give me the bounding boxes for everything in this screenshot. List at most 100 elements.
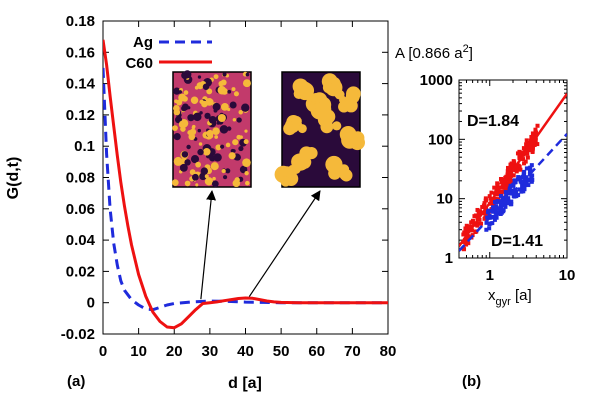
title-b: A [0.866 a2]: [395, 43, 473, 62]
scatter-point-ag: [529, 178, 534, 183]
annotation-d184: D=1.84: [467, 113, 519, 130]
scatter-point-c60: [495, 181, 500, 186]
inset-ag-grain: [215, 144, 222, 151]
inset-ag-grain: [234, 177, 240, 183]
y-tick-label-a: 0.12: [66, 107, 95, 124]
scatter-point-ag: [526, 177, 531, 182]
scatter-point-c60: [462, 239, 467, 244]
x-tick-label-a: 50: [273, 343, 290, 360]
inset-ag-grain: [245, 72, 250, 77]
scatter-point-c60: [493, 196, 498, 201]
inset-c60-island: [299, 146, 314, 161]
x-tick-label-a: 40: [237, 343, 254, 360]
x-tick-label-a: 0: [99, 343, 107, 360]
inset-ag-grain: [219, 125, 229, 134]
scatter-point-c60: [528, 147, 533, 152]
scatter-point-c60: [475, 223, 480, 228]
scatter-point-ag: [512, 178, 517, 183]
y-tick-label-a: 0.14: [66, 76, 96, 93]
inset-ag-grain: [219, 83, 223, 87]
x-tick-label-b: 1: [486, 267, 494, 284]
scatter-point-c60: [462, 230, 467, 235]
inset-c60-island: [332, 121, 342, 131]
inset-ag-grain: [208, 116, 217, 124]
inset-ag-grain: [221, 168, 226, 174]
scatter-point-c60: [462, 247, 467, 252]
inset-ag-grain: [213, 153, 222, 162]
inset-ag-grain: [191, 173, 199, 181]
scatter-point-c60: [517, 149, 522, 154]
inset-ag-grain: [200, 167, 209, 175]
inset-ag-grain: [245, 180, 250, 186]
scatter-point-c60: [535, 123, 540, 128]
inset-ag-grain: [201, 100, 208, 108]
y-tick-label-b: 100: [428, 131, 453, 148]
inset-ag-grain: [195, 161, 201, 168]
inset-ag-grain: [186, 144, 191, 150]
scatter-point-ag: [521, 171, 526, 176]
inset-ag-grain: [181, 71, 189, 80]
inset-ag-grain: [232, 139, 239, 146]
inset-ag-grain: [204, 177, 214, 186]
inset-ag-grain: [244, 170, 249, 176]
scatter-point-ag: [518, 179, 523, 184]
inset-ag-grain: [212, 127, 220, 136]
y-tick-label-a: 0.08: [66, 170, 95, 187]
scatter-point-c60: [500, 178, 505, 183]
scatter-point-c60: [488, 196, 493, 201]
scatter-point-c60: [464, 223, 469, 228]
inset-ag-grain: [233, 91, 239, 97]
scatter-point-c60: [470, 228, 475, 233]
inset-ag-grain: [189, 169, 196, 176]
scatter-point-ag: [490, 209, 495, 214]
y-tick-label-a: -0.02: [61, 326, 95, 343]
scatter-point-ag: [524, 175, 529, 180]
inset-ag-grain: [238, 109, 243, 115]
x-tick-label-a: 70: [344, 343, 361, 360]
scatter-point-c60: [532, 142, 537, 147]
series-line-c60: [103, 39, 388, 330]
legend-label-c60: C60: [125, 55, 153, 72]
scatter-point-c60: [522, 161, 527, 166]
scatter-point-c60: [477, 217, 482, 222]
scatter-point-c60: [479, 221, 484, 226]
scatter-point-ag: [529, 163, 534, 168]
scatter-point-c60: [482, 201, 487, 206]
inset-ag-grain: [191, 125, 196, 130]
scatter-point-ag: [509, 199, 514, 204]
scatter-point-ag: [521, 174, 526, 179]
scatter-point-c60: [507, 180, 512, 185]
inset-ag-image: [171, 70, 252, 188]
inset-ag-grain: [197, 148, 204, 156]
inset-ag-grain: [171, 179, 179, 186]
scatter-point-ag: [530, 173, 535, 178]
inset-ag-grain: [220, 102, 229, 111]
scatter-point-ag: [509, 191, 514, 196]
scatter-point-ag: [517, 175, 522, 180]
inset-ag-grain: [211, 180, 219, 188]
scatter-point-ag: [522, 184, 527, 189]
scatter-point-c60: [473, 213, 478, 218]
scatter-point-c60: [489, 190, 494, 195]
scatter-point-ag: [503, 204, 508, 209]
y-tick-label-b: 1: [445, 250, 453, 267]
inset-c60-island: [322, 82, 334, 94]
scatter-point-c60: [510, 165, 515, 170]
scatter-point-c60: [487, 194, 492, 199]
scatter-point-c60: [511, 159, 516, 164]
y-tick-label-a: 0.04: [66, 232, 96, 249]
inset-ag-grain: [173, 132, 181, 141]
scatter-point-ag: [506, 200, 511, 205]
scatter-point-c60: [528, 138, 533, 143]
scatter-point-c60: [492, 185, 497, 190]
scatter-point-c60: [484, 212, 489, 217]
x-tick-label-a: 60: [308, 343, 325, 360]
scatter-point-ag: [528, 165, 533, 170]
scatter-point-c60: [525, 151, 530, 156]
inset-ag-grain: [232, 149, 236, 153]
scatter-point-ag: [520, 183, 525, 188]
scatter-point-ag: [512, 191, 517, 196]
scatter-point-c60: [500, 189, 505, 194]
scatter-point-c60: [508, 162, 513, 167]
